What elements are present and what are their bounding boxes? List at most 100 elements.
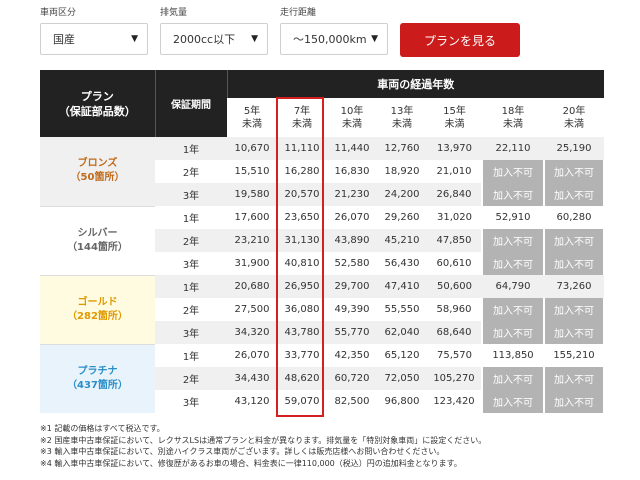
plan-name-cell: ブロンズ （50箇所） [40,137,155,206]
price-cell: 52,910 [482,206,544,229]
price-cell: 82,500 [327,390,377,413]
price-cell: 10,670 [227,137,277,160]
price-cell: 64,790 [482,275,544,298]
price-cell: 48,620 [277,367,327,390]
price-cell: 62,040 [377,321,427,344]
footnotes: ※1 記載の価格はすべて税込です。 ※2 国産車中古車保証において、レクサスLS… [40,423,486,469]
period-cell: 2年 [155,298,227,321]
table-row: 3年 43,120 59,070 82,500 96,800 123,420 加入不可 加入不… [40,390,605,413]
plan-header-line1: プラン [80,89,114,103]
price-cell: 40,810 [277,252,327,275]
chevron-down-icon: ▼ [371,34,378,44]
price-cell: 31,900 [227,252,277,275]
price-cell: 12,760 [377,137,427,160]
select-value: 2000cc以下 [173,33,236,46]
plan-header-line2: （保証部品数） [58,104,136,118]
year-column-line2: 未満 [564,118,584,130]
unavailable-cell: 加入不可 [543,367,605,390]
footnote: ※2 国産車中古車保証において、レクサスLSは通常プランと料金が異なります。排気… [40,435,487,445]
price-cell: 18,920 [377,160,427,183]
price-cell: 21,230 [327,183,377,206]
price-cell: 24,200 [377,183,427,206]
price-cell: 20,570 [277,183,327,206]
unavailable-cell: 加入不可 [481,252,545,275]
price-cell: 36,080 [277,298,327,321]
price-cell: 31,020 [427,206,482,229]
year-column-header: 5年 未満 [227,98,277,137]
table-row: 2年 34,430 48,620 60,720 72,050 105,270 加入不可 加入不… [40,367,605,390]
price-cell: 11,110 [277,137,327,160]
mileage-select[interactable]: ～150,000km ▼ [280,23,388,55]
unavailable-cell: 加入不可 [481,390,545,413]
price-cell: 58,960 [427,298,482,321]
plan-name: ゴールド [77,296,118,308]
price-cell: 72,050 [377,367,427,390]
years-header: 車両の経過年数 [226,70,604,98]
plan-name-cell: シルバー （144箇所） [40,205,155,275]
price-cell: 33,770 [277,344,327,367]
price-cell: 31,130 [277,229,327,252]
price-cell: 19,580 [227,183,277,206]
select-value: ～150,000km [293,33,367,46]
unavailable-cell: 加入不可 [543,298,605,321]
filter-bar: 車両区分 国産 ▼ 排気量 2000cc以下 ▼ 走行距離 ～150,000km… [40,8,520,57]
price-cell: 55,550 [377,298,427,321]
price-cell: 52,580 [327,252,377,275]
unavailable-cell: 加入不可 [543,390,605,413]
unavailable-cell: 加入不可 [481,160,545,183]
year-column-line2: 未満 [444,118,465,130]
price-cell: 155,210 [544,344,604,367]
table-row: 3年 19,580 20,570 21,230 24,200 26,840 加入不可 加入不可 [40,183,605,206]
year-column-header: 18年 未満 [482,98,544,137]
period-cell: 3年 [155,183,227,206]
table-row: プラチナ （437箇所） 1年 26,070 33,770 42,350 65,120 75,… [40,343,604,413]
price-cell: 123,420 [427,390,482,413]
price-cell: 113,850 [482,344,544,367]
table-row: ゴールド （282箇所） 1年 20,680 26,950 29,700 47,410 50,… [40,274,604,344]
year-column-line2: 未満 [503,118,523,130]
price-cell: 22,110 [482,137,544,160]
price-cell: 56,430 [377,252,427,275]
footnote: ※1 記載の価格はすべて税込です。 [40,424,165,433]
period-cell: 3年 [155,252,227,275]
table-row: ブロンズ （50箇所） 1年 10,670 11,110 11,440 12,760 13,9… [40,137,604,206]
price-cell: 16,830 [327,160,377,183]
filter-label: 排気量 [160,8,188,18]
price-cell: 20,680 [227,275,277,298]
plan-name: シルバー [77,227,118,239]
year-column-line1: 10年 [340,105,364,117]
price-cell: 55,770 [327,321,377,344]
unavailable-cell: 加入不可 [543,252,605,275]
footnote: ※4 輸入車中古車保証において、修復歴があるお車の場合、料金表に一律110,00… [40,458,462,468]
price-cell: 105,270 [427,367,482,390]
price-cell: 17,600 [227,206,277,229]
show-plans-button[interactable]: プランを見る [400,23,520,57]
price-cell: 49,390 [327,298,377,321]
period-cell: 3年 [155,321,227,344]
year-column-header: 10年 未満 [327,98,377,137]
price-cell: 50,600 [427,275,482,298]
price-table: プラン （保証部品数） 保証期間 車両の経過年数 5年 未満 7年 未満 10年 未満 13… [40,70,605,413]
table-row: 3年 31,900 40,810 52,580 56,430 60,610 加入不可 加入不可 [40,252,605,275]
unavailable-cell: 加入不可 [481,321,545,344]
period-cell: 1年 [155,137,227,160]
chevron-down-icon: ▼ [131,34,138,44]
price-cell: 42,350 [327,344,377,367]
vehicle-type-select[interactable]: 国産 ▼ [40,23,148,55]
plan-name-cell: ゴールド （282箇所） [40,274,155,344]
footnote: ※3 輸入車中古車保証において、別途ハイクラス車両がございます。詳しくは販売店様… [40,447,445,456]
price-cell: 43,120 [227,390,277,413]
filter-vehicle-type: 車両区分 国産 ▼ [40,8,148,57]
price-cell: 29,700 [327,275,377,298]
unavailable-cell: 加入不可 [481,183,545,206]
price-cell: 47,410 [377,275,427,298]
plan-name: ブロンズ [77,158,118,170]
price-cell: 34,430 [227,367,277,390]
year-column-header: 13年 未満 [377,98,427,137]
plan-name-cell: プラチナ （437箇所） [40,343,155,413]
filter-displacement: 排気量 2000cc以下 ▼ [160,8,268,57]
plan-part-count: （50箇所） [70,172,125,184]
filter-label: 走行距離 [280,8,317,18]
year-column-header: 15年 未満 [427,98,482,137]
displacement-select[interactable]: 2000cc以下 ▼ [160,23,268,55]
